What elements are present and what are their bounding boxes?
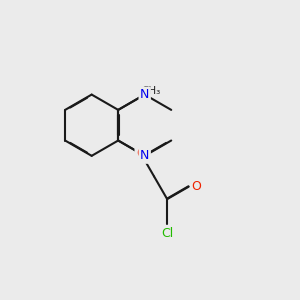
Text: O: O — [136, 147, 146, 160]
Text: O: O — [192, 180, 201, 193]
Text: N: N — [140, 88, 149, 101]
Text: Cl: Cl — [161, 227, 173, 240]
Text: CH₃: CH₃ — [141, 86, 161, 96]
Text: N: N — [140, 149, 149, 162]
